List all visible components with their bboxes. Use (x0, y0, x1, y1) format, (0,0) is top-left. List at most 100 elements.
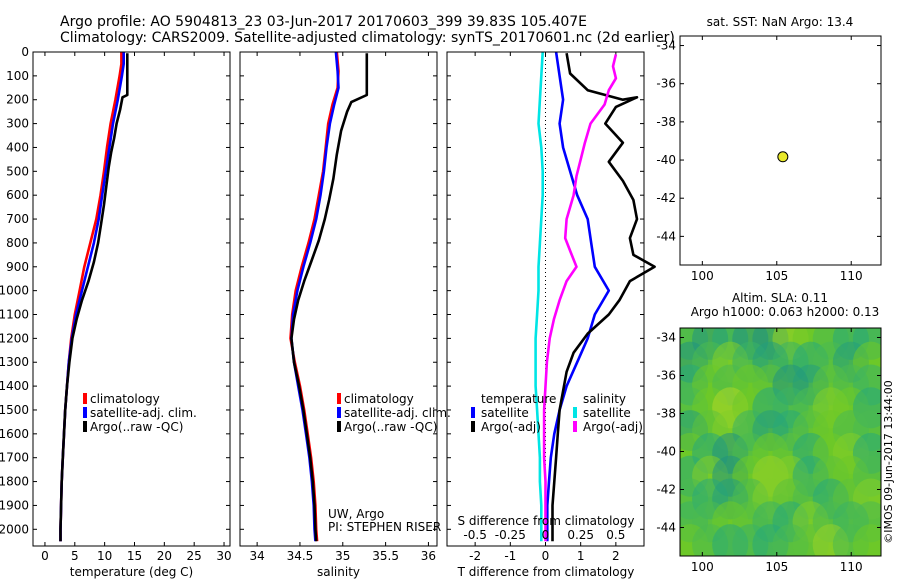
depth-tick-label: 1000 (0, 284, 29, 298)
depth-tick-labels: 0 100 200 300 400 500 600 700 800 900 1000 1100 1200… (0, 45, 29, 536)
legend-swatch-satellite (83, 407, 87, 418)
sla-lat-tick-labels: -34 -36 -38 -40 -42 -44 (656, 331, 676, 535)
location-map-frame (679, 35, 882, 266)
difference-legend: temperature satellite Argo(-adj) salinit… (471, 392, 643, 434)
series-line-1 (59, 52, 125, 542)
sla-title: Altim. SLA: 0.11 (732, 291, 828, 305)
salinity-tick-label: 36 (421, 549, 436, 563)
series-line-3 (542, 54, 618, 542)
temperature-xlabel: temperature (deg C) (70, 565, 193, 579)
location-map-content (680, 36, 881, 265)
legend-swatch-satellite (337, 407, 341, 418)
depth-tick-label: 1900 (0, 498, 29, 512)
series-line-2 (290, 53, 369, 542)
temperature-tick-label: 20 (157, 549, 172, 563)
legend-swatch-t-satellite (471, 407, 475, 418)
legend-label-t-argo: Argo(-adj) (481, 420, 541, 434)
depth-tick-label: 400 (6, 140, 29, 154)
salinity-legend: climatology satellite-adj. clim. Argo(..… (337, 392, 451, 434)
float-position-marker (777, 151, 789, 163)
legend-label-argo: Argo(..raw -QC) (344, 420, 437, 434)
annotation-institution: UW, Argo (328, 507, 384, 521)
depth-tick-label: 700 (6, 212, 29, 226)
depth-tick-label: 0 (21, 45, 29, 59)
t-difference-tick-label: 2 (612, 549, 620, 563)
t-difference-tick-label: -2 (469, 549, 481, 563)
temperature-tick-label: 0 (41, 549, 49, 563)
depth-tick-label: 1700 (0, 451, 29, 465)
depth-tick-label: 1200 (0, 331, 29, 345)
legend-swatch-climatology (337, 393, 341, 404)
legend-label-argo: Argo(..raw -QC) (90, 420, 183, 434)
sst-title: sat. SST: NaN Argo: 13.4 (707, 15, 854, 29)
t-difference-tick-label: 1 (577, 549, 585, 563)
legend-label-climatology: climatology (344, 392, 414, 406)
t-difference-tick-labels: -2 -1 0 1 2 (469, 549, 620, 563)
legend-title-salinity: salinity (583, 392, 626, 406)
sla-heatmap (680, 328, 881, 556)
sla-lon-tick-labels: 100 105 110 (691, 560, 863, 574)
sla-map-frame (679, 327, 882, 557)
salinity-axes-frame (239, 51, 438, 547)
sla-cell (852, 524, 881, 556)
s-difference-tick-label: -0.5 (463, 528, 486, 542)
temperature-plot-content (33, 51, 230, 546)
lon-tick-label: 110 (840, 269, 863, 283)
salinity-tick-label: 34 (249, 549, 264, 563)
imos-credit: ©IMOS 09-Jun-2017 13:44:00 (882, 380, 895, 544)
depth-tick-label: 200 (6, 93, 29, 107)
location-lon-tick-labels: 100 105 110 (691, 269, 863, 283)
series-line-2 (59, 53, 129, 542)
s-difference-tick-label: 0.5 (606, 528, 625, 542)
temperature-tick-label: 15 (127, 549, 142, 563)
series-line-1 (551, 52, 656, 542)
s-difference-label: S difference from climatology (458, 514, 635, 528)
legend-swatch-s-satellite (573, 407, 577, 418)
depth-tick-label: 1400 (0, 379, 29, 393)
depth-tick-label: 300 (6, 117, 29, 131)
legend-label-s-argo: Argo(-adj) (583, 420, 643, 434)
lon-tick-label: 105 (765, 269, 788, 283)
legend-label-t-satellite: satellite (481, 406, 529, 420)
lat-tick-label: -40 (656, 445, 676, 459)
lon-tick-label: 105 (765, 560, 788, 574)
salinity-tick-label: 35 (335, 549, 350, 563)
lat-tick-label: -38 (656, 407, 676, 421)
title-line-1: Argo profile: AO 5904813_23 03-Jun-2017 … (60, 14, 587, 30)
sla-subtitle: Argo h1000: 0.063 h2000: 0.13 (691, 305, 880, 319)
lat-tick-label: -38 (656, 115, 676, 129)
legend-swatch-t-argo (471, 421, 475, 432)
s-difference-tick-label: -0.25 (495, 528, 526, 542)
lat-tick-label: -34 (656, 39, 676, 53)
depth-tick-label: 900 (6, 260, 29, 274)
lat-tick-label: -44 (656, 521, 676, 535)
salinity-xlabel: salinity (317, 565, 360, 579)
legend-label-s-satellite: satellite (583, 406, 631, 420)
lat-tick-label: -42 (656, 483, 676, 497)
lat-tick-label: -34 (656, 331, 676, 345)
location-lat-tick-labels: -34 -36 -38 -40 -42 -44 (656, 39, 676, 244)
temperature-tick-label: 10 (97, 549, 112, 563)
difference-axes-frame (446, 51, 645, 547)
temperature-tick-labels: 0 5 10 15 20 25 30 (41, 549, 232, 563)
depth-tick-label: 2000 (0, 522, 29, 536)
lon-tick-label: 100 (691, 269, 714, 283)
t-difference-xlabel: T difference from climatology (457, 565, 635, 579)
depth-tick-label: 500 (6, 164, 29, 178)
temperature-tick-label: 25 (187, 549, 202, 563)
depth-tick-label: 800 (6, 236, 29, 250)
depth-tick-label: 100 (6, 69, 29, 83)
salinity-tick-labels: 34 34.5 35 35.5 36 (249, 549, 436, 563)
sla-map-panel: Altim. SLA: 0.11 Argo h1000: 0.063 h2000… (656, 291, 882, 574)
depth-tick-label: 1800 (0, 475, 29, 489)
s-difference-tick-label: 0 (542, 528, 550, 542)
legend-swatch-argo (83, 421, 87, 432)
annotation-pi: PI: STEPHEN RISER (328, 520, 441, 534)
location-map-panel: sat. SST: NaN Argo: 13.4 -34 -36 -38 -40 -42… (656, 15, 882, 283)
lon-tick-label: 100 (691, 560, 714, 574)
title-line-2: Climatology: CARS2009. Satellite-adjuste… (60, 30, 675, 46)
depth-tick-label: 600 (6, 188, 29, 202)
depth-tick-label: 1100 (0, 308, 29, 322)
s-difference-tick-labels: -0.5 -0.25 0 0.25 0.5 (463, 528, 625, 542)
